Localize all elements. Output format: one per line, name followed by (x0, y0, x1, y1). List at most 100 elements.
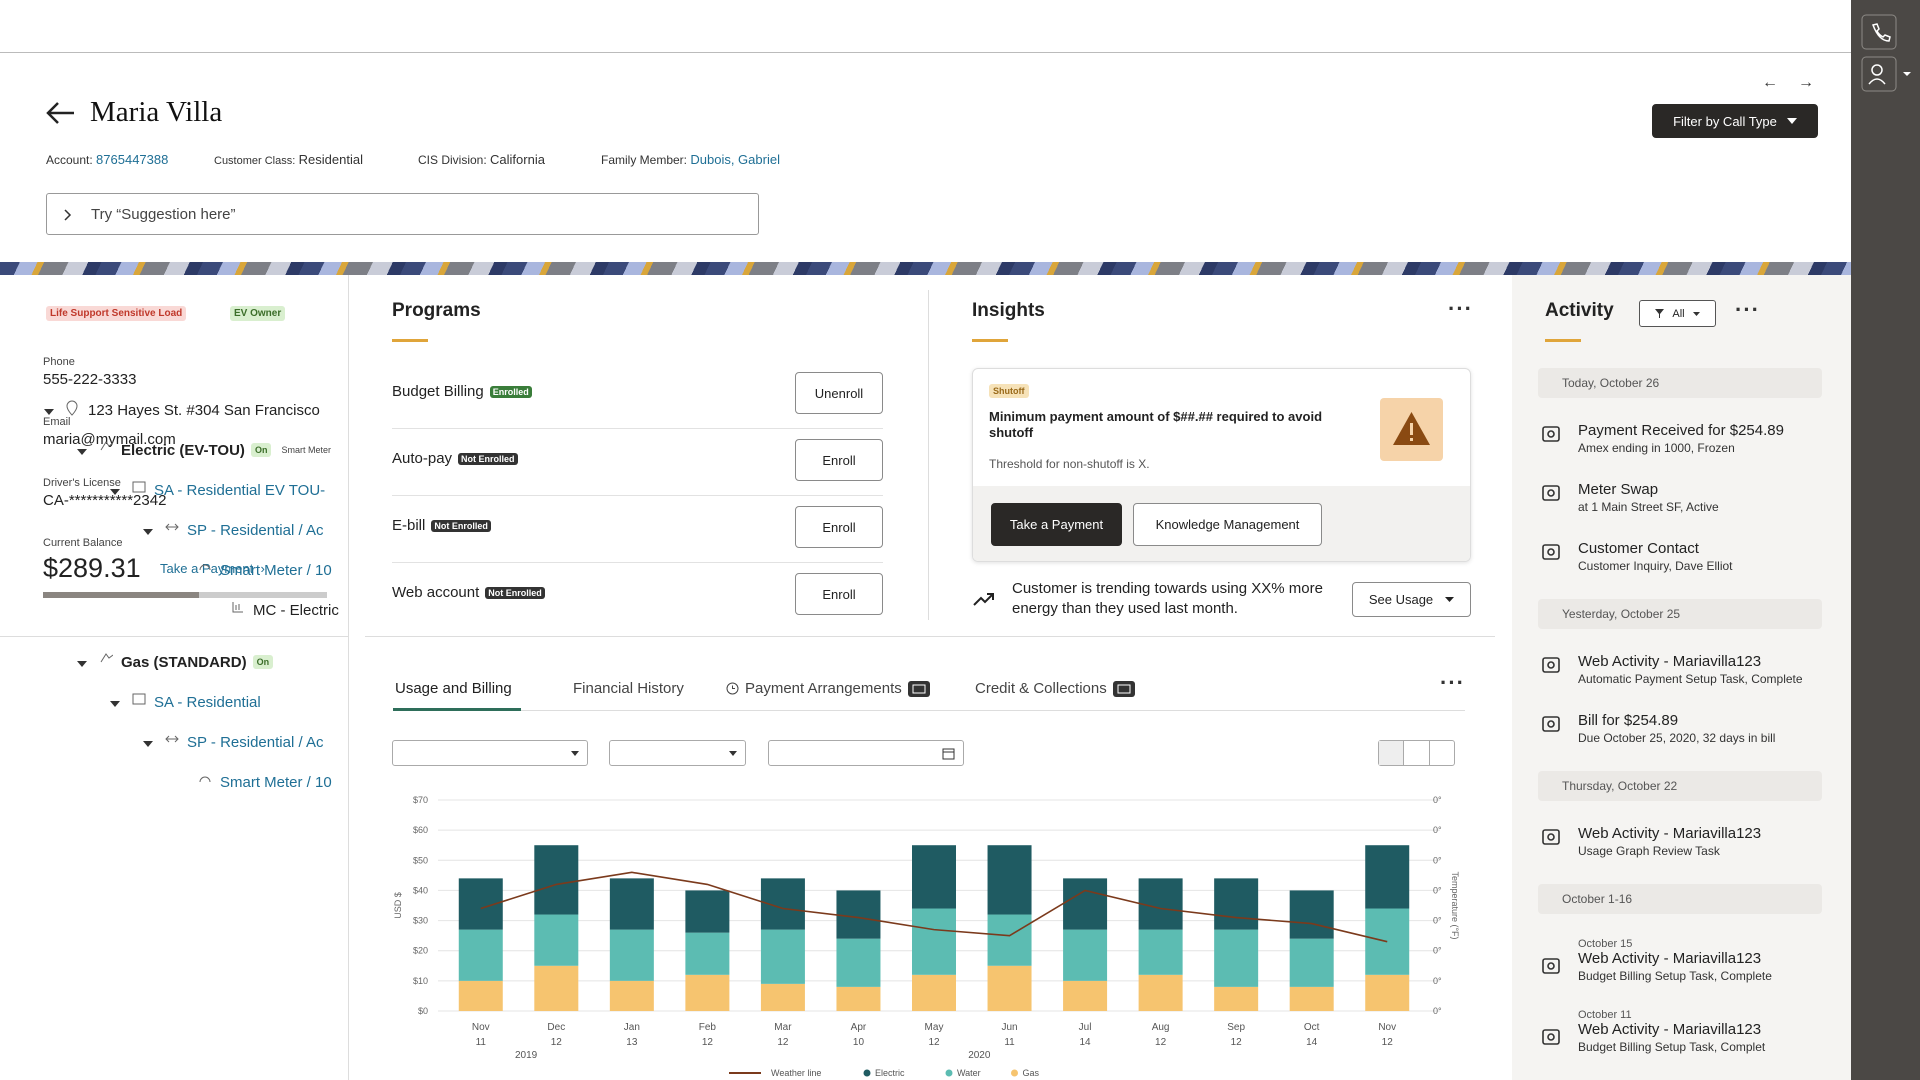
tree-node[interactable]: Gas (STANDARD) On (77, 652, 274, 672)
x-tick-label: 12 (1231, 1037, 1243, 1048)
node-tag: On (252, 655, 274, 669)
activity-detail: Budget Billing Setup Task, Complete (1578, 969, 1772, 983)
table-view[interactable] (1379, 741, 1405, 765)
y2-tick-label: 0° (1433, 885, 1442, 895)
x-tick-label: 12 (1155, 1037, 1167, 1048)
x-group-label: 2019 (515, 1050, 538, 1061)
bar (685, 974, 730, 1011)
activity-item[interactable]: Payment Received for $254.89 Amex ending … (1538, 422, 1822, 455)
field: Family Member: Dubois, Gabriel (601, 152, 780, 167)
tab[interactable]: Payment Arrangements (726, 680, 930, 697)
y2-tick-label: 0° (1433, 976, 1442, 986)
back-button[interactable] (44, 100, 76, 126)
tab-active[interactable]: Usage and Billing (395, 680, 512, 697)
payment-link-label: Take a Payment (160, 561, 254, 576)
search-box[interactable]: Try “Suggestion here” (46, 193, 759, 235)
x-tick-label: Aug (1152, 1022, 1170, 1033)
take-payment-button[interactable]: Take a Payment (991, 503, 1122, 546)
x-tick-label: Nov (1378, 1022, 1396, 1033)
field-label: Family Member: (601, 153, 688, 167)
x-tick-label: 14 (1306, 1037, 1318, 1048)
node-icon (231, 600, 253, 620)
filter-button[interactable]: Filter by Call Type (1652, 104, 1818, 138)
activity-detail: Usage Graph Review Task (1578, 844, 1720, 858)
tab[interactable]: Financial History (573, 680, 684, 697)
view-toggle[interactable] (1378, 740, 1455, 766)
payment-link[interactable]: Take a Payment › (160, 561, 265, 576)
customer-name: Maria Villa (90, 96, 223, 128)
agent-button[interactable] (1861, 56, 1913, 92)
phone-button[interactable] (1861, 14, 1897, 50)
x-group-label: 2020 (968, 1050, 991, 1061)
y2-tick-label: 0° (1433, 825, 1442, 835)
top-bar (0, 0, 1851, 53)
section-title: Activity (1545, 300, 1614, 321)
more-button[interactable]: ··· (1440, 670, 1465, 695)
tree-node[interactable]: MC - Electric (209, 600, 339, 620)
tree-node[interactable]: SP - Residential / Ac (143, 732, 323, 752)
title-underline (972, 339, 1008, 342)
activity-item[interactable]: October 11 Web Activity - Mariavilla123 Bu… (1538, 1009, 1822, 1054)
activity-panel: Activity All ··· Today, October 26 Paymen… (1512, 275, 1851, 1080)
bar (685, 932, 730, 975)
next-arrow[interactable]: → (1798, 74, 1814, 91)
tree-node[interactable]: SA - Residential EV TOU- (110, 480, 325, 500)
knowledge-button[interactable]: Knowledge Management (1133, 503, 1322, 546)
bar (1138, 878, 1183, 930)
dropdown[interactable] (609, 740, 746, 766)
date-picker[interactable] (768, 740, 964, 766)
program-name: Auto-pay (392, 450, 453, 467)
field-value: maria@mymail.com (43, 431, 176, 448)
tab[interactable]: Credit & Collections (975, 680, 1135, 697)
chart-view[interactable] (1404, 741, 1430, 765)
field: Customer Class: Residential (214, 152, 363, 167)
y-tick-label: $0 (418, 1006, 428, 1016)
program-button[interactable]: Enroll (795, 439, 883, 481)
more-button[interactable]: ··· (1448, 296, 1473, 321)
divider (365, 636, 1495, 637)
bar (836, 938, 881, 987)
activity-filter-label: All (1672, 307, 1685, 320)
divider (928, 290, 929, 620)
field-value: California (490, 152, 545, 167)
activity-item[interactable]: Customer Contact Customer Inquiry, Dave E… (1538, 540, 1822, 573)
x-tick-label: 12 (702, 1037, 714, 1048)
activity-filter[interactable]: All (1639, 300, 1716, 327)
bar (1214, 986, 1259, 1011)
program-button[interactable]: Unenroll (795, 372, 883, 414)
node-icon (99, 440, 121, 460)
activity-item[interactable]: Web Activity - Mariavilla123 Automatic Pa… (1538, 653, 1822, 686)
dropdown[interactable] (392, 740, 588, 766)
expand-caret (110, 482, 132, 499)
program-button[interactable]: Enroll (795, 506, 883, 548)
tree-node[interactable]: Smart Meter / 10 (176, 772, 332, 792)
more-button[interactable]: ··· (1735, 297, 1760, 322)
tree-node[interactable]: 123 Hayes St. #304 San Francisco (44, 400, 320, 420)
activity-item[interactable]: Web Activity - Mariavilla123 Usage Graph … (1538, 825, 1822, 858)
see-usage-button[interactable]: See Usage (1352, 582, 1471, 617)
bar (1063, 980, 1108, 1011)
tree-node[interactable]: Electric (EV-TOU) On Smart Meter (77, 440, 335, 460)
alert-tag: Shutoff (989, 384, 1029, 398)
node-label: SP - Residential / Ac (187, 733, 324, 751)
activity-item[interactable]: October 15 Web Activity - Mariavilla123 Bu… (1538, 938, 1822, 983)
program-button[interactable]: Enroll (795, 573, 883, 615)
tree-node[interactable]: SP - Residential / Ac (143, 520, 323, 540)
tree-node[interactable]: SA - Residential (110, 692, 261, 712)
family-link[interactable]: Dubois, Gabriel (690, 152, 780, 167)
caret (571, 751, 579, 756)
tree-node[interactable]: Smart Meter / 10 (176, 560, 332, 580)
program: Web account Not Enrolled (392, 584, 545, 601)
y2-tick-label: 0° (1433, 916, 1442, 926)
field-label: Phone (43, 356, 75, 368)
activity-item[interactable]: Meter Swap at 1 Main Street SF, Active (1538, 481, 1822, 514)
program-status: Not Enrolled (431, 519, 491, 532)
prev-arrow[interactable]: ← (1762, 74, 1778, 91)
program-name: E-bill (392, 517, 426, 534)
activity-icon (1541, 956, 1561, 981)
y-tick-label: $10 (413, 976, 428, 986)
account-link[interactable]: 8765447388 (96, 152, 169, 167)
activity-item[interactable]: Bill for $254.89 Due October 25, 2020, 32… (1538, 712, 1822, 745)
bar (685, 890, 730, 933)
bar (609, 980, 654, 1011)
